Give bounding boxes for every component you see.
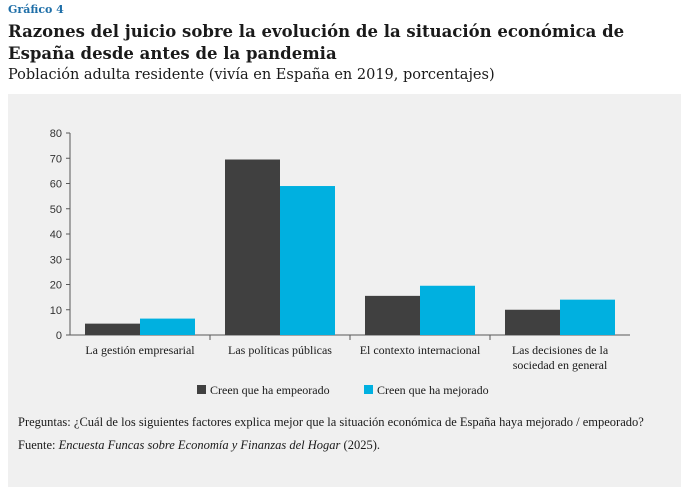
x-tick-label: Las decisiones de la bbox=[512, 343, 609, 357]
source-title: Encuesta Funcas sobre Economía y Finanza… bbox=[58, 438, 341, 452]
x-tick-label: sociedad en general bbox=[513, 358, 608, 372]
y-tick-label: 70 bbox=[50, 153, 62, 165]
bar-mejorado bbox=[560, 299, 615, 335]
legend-swatch bbox=[364, 385, 373, 394]
bar-empeorado bbox=[85, 323, 140, 335]
bar-mejorado bbox=[280, 186, 335, 335]
bar-empeorado bbox=[365, 295, 420, 335]
x-tick-label: El contexto internacional bbox=[360, 343, 481, 357]
legend-label: Creen que ha mejorado bbox=[377, 383, 489, 397]
bar-mejorado bbox=[420, 285, 475, 335]
x-tick-label: Las políticas públicas bbox=[228, 343, 332, 357]
source-note: Fuente: Encuesta Funcas sobre Economía y… bbox=[18, 437, 663, 454]
source-suffix: (2025). bbox=[340, 438, 380, 452]
y-tick-label: 20 bbox=[50, 280, 62, 292]
chart-title: Razones del juicio sobre la evolución de… bbox=[8, 22, 625, 63]
chart-notes: Preguntas: ¿Cuál de los siguientes facto… bbox=[18, 414, 663, 454]
x-tick-label: La gestión empresarial bbox=[85, 343, 195, 357]
bar-empeorado bbox=[225, 159, 280, 335]
y-tick-label: 50 bbox=[50, 204, 62, 216]
bar-mejorado bbox=[140, 318, 195, 335]
y-tick-label: 80 bbox=[50, 128, 62, 140]
y-tick-label: 60 bbox=[50, 179, 62, 191]
question-note: Preguntas: ¿Cuál de los siguientes facto… bbox=[18, 415, 644, 429]
y-tick-label: 10 bbox=[50, 305, 62, 317]
chart-subtitle: Población adulta residente (vivía en Esp… bbox=[8, 67, 495, 83]
y-tick-label: 30 bbox=[50, 254, 62, 266]
y-tick-label: 40 bbox=[50, 229, 62, 241]
legend-label: Creen que ha empeorado bbox=[210, 383, 330, 397]
legend-swatch bbox=[197, 385, 206, 394]
y-tick-label: 0 bbox=[56, 330, 62, 342]
bar-empeorado bbox=[505, 309, 560, 335]
chart-panel bbox=[8, 94, 681, 487]
source-prefix: Fuente: bbox=[18, 438, 59, 452]
figure-label: Gráfico 4 bbox=[8, 3, 64, 16]
